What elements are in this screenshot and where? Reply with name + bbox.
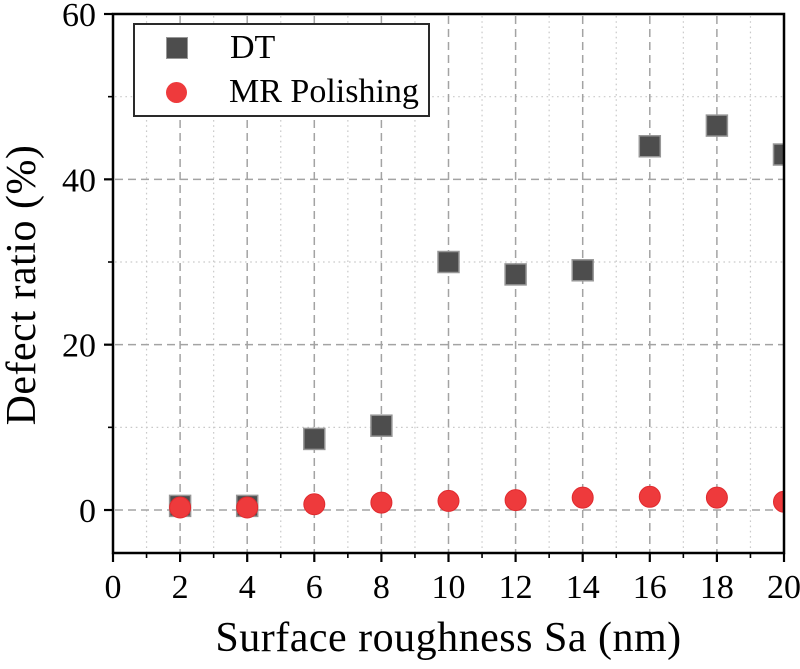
y-tick-label: 20 xyxy=(62,328,96,365)
data-points xyxy=(168,114,784,519)
y-axis-title: Defect ratio (%) xyxy=(0,144,45,426)
y-tick-label: 60 xyxy=(62,0,96,34)
y-tick-label: 0 xyxy=(79,493,96,530)
x-tick-label: 6 xyxy=(306,569,323,606)
data-point-mr-polishing xyxy=(705,486,728,509)
x-tick-label: 16 xyxy=(633,569,667,606)
data-point-mr-polishing xyxy=(303,493,326,516)
data-point-dt xyxy=(437,250,460,274)
x-tick-label: 14 xyxy=(566,569,600,606)
data-point-dt xyxy=(571,259,594,282)
data-point-mr-polishing xyxy=(236,496,259,519)
data-point-mr-polishing xyxy=(504,489,527,512)
legend-item-mr-polishing: MR Polishing xyxy=(135,70,428,114)
square-marker-icon xyxy=(166,37,188,59)
x-tick-label: 2 xyxy=(172,569,189,606)
data-point-dt xyxy=(303,427,326,451)
data-point-dt xyxy=(638,135,662,158)
data-point-mr-polishing xyxy=(773,490,784,513)
y-tick-label: 40 xyxy=(62,162,96,199)
data-point-mr-polishing xyxy=(638,485,661,508)
data-point-dt xyxy=(705,114,729,137)
x-tick-label: 4 xyxy=(239,569,256,606)
data-point-dt xyxy=(370,414,393,437)
x-tick-label: 12 xyxy=(499,569,533,606)
x-tick-label: 18 xyxy=(700,569,734,606)
legend-label-mr-polishing: MR Polishing xyxy=(229,73,419,110)
data-point-mr-polishing xyxy=(169,496,192,519)
y-axis-title-wrap: Defect ratio (%) xyxy=(0,145,46,426)
x-tick-label: 0 xyxy=(105,569,122,606)
legend-label-dt: DT xyxy=(230,29,276,66)
x-tick-label: 8 xyxy=(373,569,390,606)
legend-item-dt: DT xyxy=(135,26,428,70)
data-point-dt xyxy=(504,263,527,286)
circle-marker-icon xyxy=(166,81,187,103)
x-axis-title: Surface roughness Sa (nm) xyxy=(215,615,682,661)
data-point-mr-polishing xyxy=(370,491,393,514)
data-point-mr-polishing xyxy=(571,486,594,509)
legend: DT MR Polishing xyxy=(133,23,430,117)
x-tick-label: 20 xyxy=(767,569,800,606)
data-point-mr-polishing xyxy=(437,489,460,512)
data-point-dt xyxy=(772,143,784,166)
x-tick-label: 10 xyxy=(432,569,466,606)
